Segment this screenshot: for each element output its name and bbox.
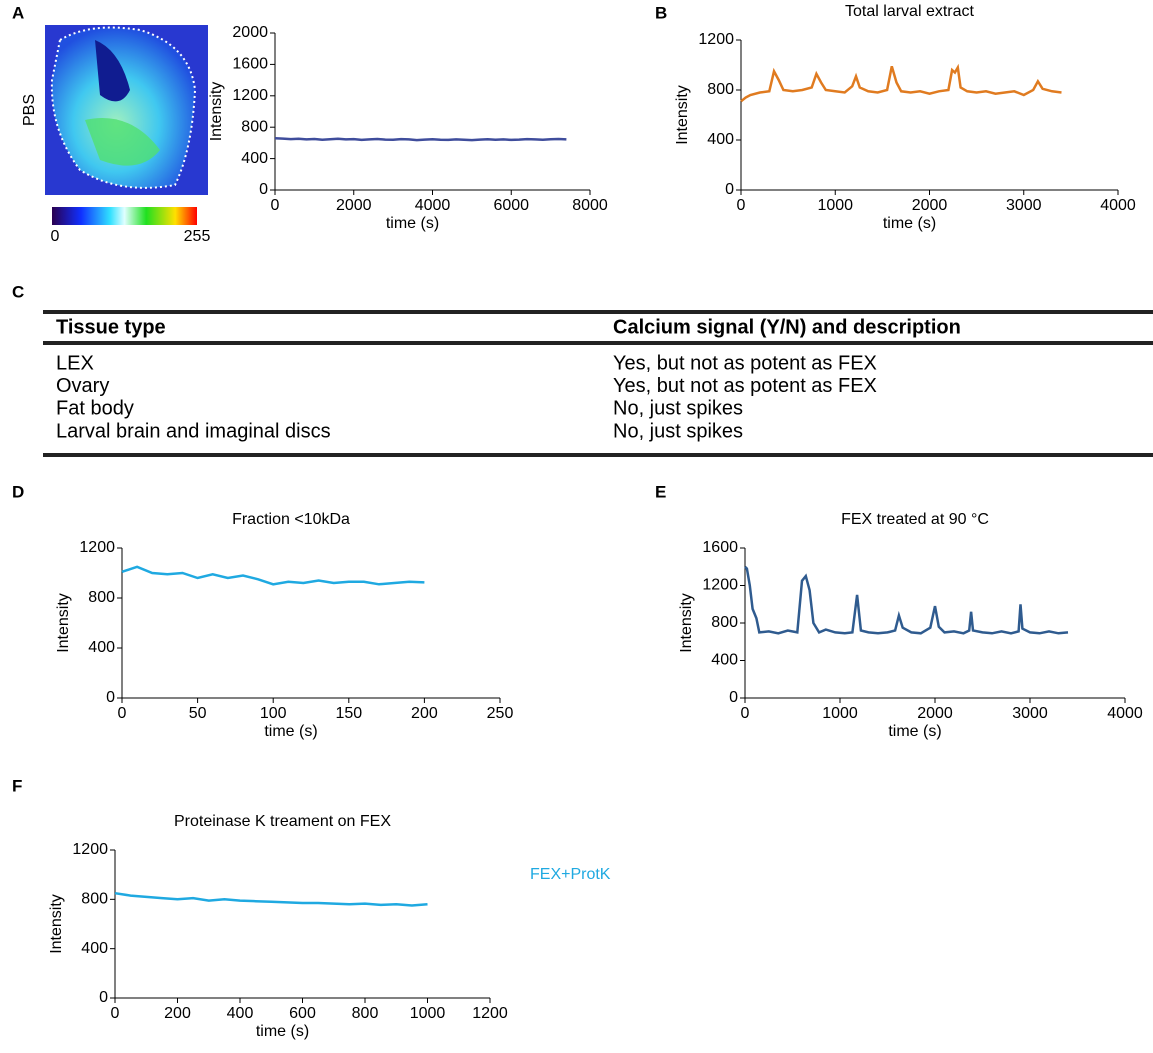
y-tick-label: 0 — [106, 689, 115, 706]
table-cell: Fat body — [56, 398, 134, 420]
y-tick-label: 1200 — [698, 31, 734, 48]
x-tick-label: 2000 — [917, 705, 953, 722]
x-tick-label: 4000 — [415, 197, 451, 214]
y-tick-label: 0 — [725, 181, 734, 198]
x-tick-label: 1200 — [472, 1005, 508, 1022]
x-tick-label: 0 — [271, 197, 280, 214]
x-axis-label: time (s) — [264, 723, 317, 740]
y-tick-label: 400 — [711, 652, 738, 669]
y-tick-label: 400 — [81, 940, 108, 957]
y-tick-label: 800 — [711, 614, 738, 631]
table-cell: No, just spikes — [613, 398, 743, 420]
y-tick-label: 2000 — [232, 24, 268, 41]
x-tick-label: 4000 — [1107, 705, 1143, 722]
line-series — [122, 567, 424, 585]
panel-label: B — [655, 3, 667, 22]
chart-title: Total larval extract — [845, 3, 974, 20]
y-tick-label: 1600 — [702, 539, 738, 556]
y-tick-label: 1200 — [79, 539, 115, 556]
y-axis-label: Intensity — [674, 85, 691, 145]
panel-label: E — [655, 482, 666, 501]
x-tick-label: 600 — [289, 1005, 316, 1022]
panel-label: C — [12, 282, 24, 301]
x-axis-label: time (s) — [386, 215, 439, 232]
x-tick-label: 200 — [411, 705, 438, 722]
panel-label: A — [12, 3, 24, 22]
x-tick-label: 50 — [189, 705, 207, 722]
y-tick-label: 1200 — [72, 841, 108, 858]
table-cell: Yes, but not as potent as FEX — [613, 352, 877, 374]
colorbar-tick-label: 0 — [51, 228, 60, 245]
line-series — [745, 567, 1068, 634]
table-cell: Ovary — [56, 375, 109, 397]
line-series — [275, 138, 566, 140]
y-tick-label: 1200 — [702, 577, 738, 594]
x-axis-label: time (s) — [883, 215, 936, 232]
table-cell: LEX — [56, 352, 94, 374]
x-tick-label: 0 — [111, 1005, 120, 1022]
image-label: PBS — [21, 94, 38, 126]
legend-label: FEX+ProtK — [530, 866, 611, 883]
x-tick-label: 0 — [118, 705, 127, 722]
x-tick-label: 0 — [741, 705, 750, 722]
y-tick-label: 800 — [81, 891, 108, 908]
x-tick-label: 150 — [335, 705, 362, 722]
table-header: Tissue type — [56, 316, 166, 338]
x-tick-label: 250 — [487, 705, 514, 722]
panel-label: D — [12, 482, 24, 501]
x-tick-label: 200 — [164, 1005, 191, 1022]
table-cell: Larval brain and imaginal discs — [56, 420, 331, 442]
table-header: Calcium signal (Y/N) and description — [613, 316, 961, 338]
x-tick-label: 400 — [227, 1005, 254, 1022]
y-tick-label: 1600 — [232, 56, 268, 73]
x-tick-label: 1000 — [822, 705, 858, 722]
y-tick-label: 400 — [241, 150, 268, 167]
x-tick-label: 1000 — [410, 1005, 446, 1022]
x-tick-label: 6000 — [493, 197, 529, 214]
y-tick-label: 400 — [707, 131, 734, 148]
y-axis-label: Intensity — [208, 82, 225, 142]
x-tick-label: 8000 — [572, 197, 608, 214]
figure: A B C D E F PBS 0 255 Tissue type Calciu… — [0, 0, 1153, 1053]
panel-label: F — [12, 776, 22, 795]
table-cell: No, just spikes — [613, 420, 743, 442]
y-tick-label: 1200 — [232, 87, 268, 104]
x-tick-label: 0 — [737, 197, 746, 214]
colorbar — [52, 207, 197, 225]
chart-title: Proteinase K treament on FEX — [174, 813, 391, 830]
x-tick-label: 3000 — [1006, 197, 1042, 214]
chart-title: Fraction <10kDa — [232, 511, 350, 528]
x-tick-label: 100 — [260, 705, 287, 722]
y-tick-label: 800 — [707, 81, 734, 98]
y-axis-label: Intensity — [55, 593, 72, 653]
table-cell: Yes, but not as potent as FEX — [613, 375, 877, 397]
x-tick-label: 1000 — [817, 197, 853, 214]
y-tick-label: 0 — [259, 181, 268, 198]
y-axis-label: Intensity — [678, 593, 695, 653]
x-axis-label: time (s) — [888, 723, 941, 740]
y-tick-label: 800 — [241, 118, 268, 135]
y-tick-label: 800 — [88, 589, 115, 606]
x-axis-label: time (s) — [256, 1023, 309, 1040]
x-tick-label: 800 — [352, 1005, 379, 1022]
y-tick-label: 0 — [99, 989, 108, 1006]
x-tick-label: 3000 — [1012, 705, 1048, 722]
x-tick-label: 2000 — [912, 197, 948, 214]
x-tick-label: 4000 — [1100, 197, 1136, 214]
x-tick-label: 2000 — [336, 197, 372, 214]
y-tick-label: 400 — [88, 639, 115, 656]
line-series — [741, 66, 1062, 101]
y-axis-label: Intensity — [48, 894, 65, 954]
chart-title: FEX treated at 90 °C — [841, 511, 989, 528]
micrograph — [45, 25, 208, 195]
y-tick-label: 0 — [729, 689, 738, 706]
line-series — [115, 893, 428, 905]
colorbar-tick-label: 255 — [184, 228, 211, 245]
